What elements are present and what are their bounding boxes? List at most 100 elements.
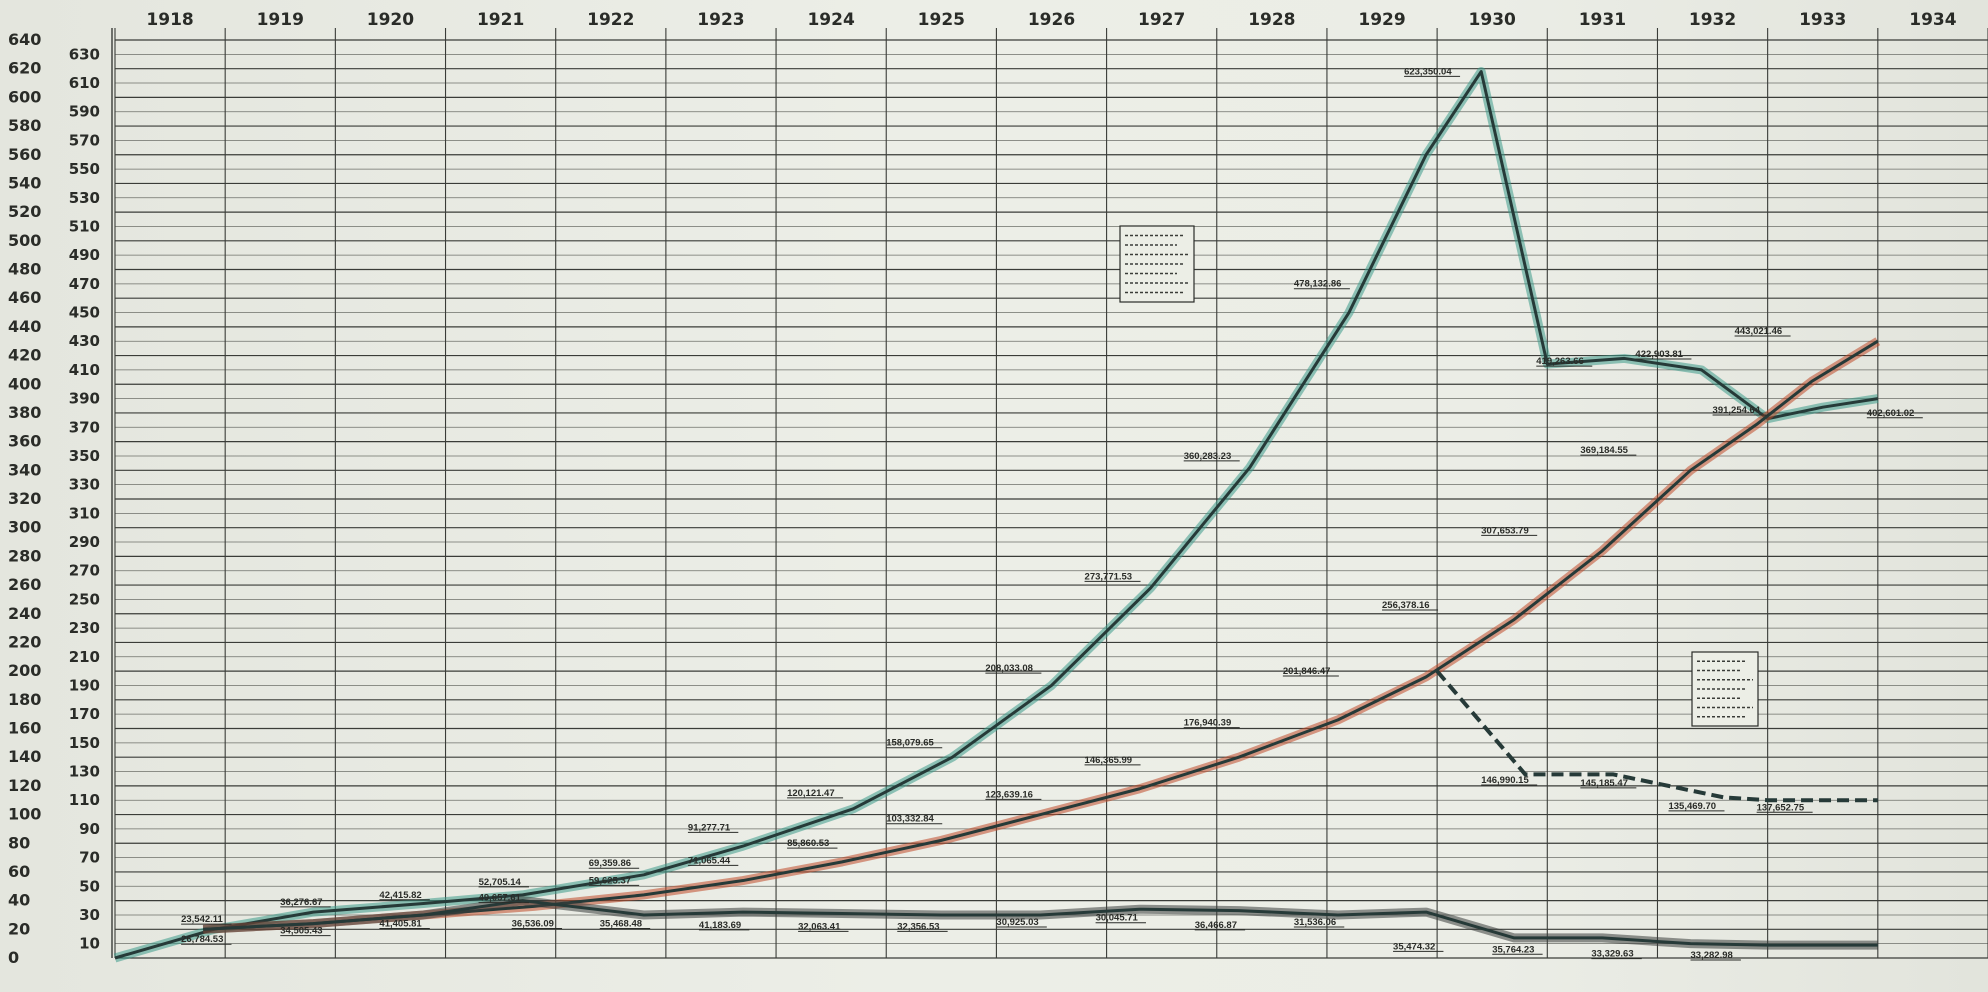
y-tick-label: 600	[8, 87, 41, 106]
y-tick-label: 130	[69, 763, 100, 781]
data-label: 91,277.71	[688, 822, 731, 833]
x-tick-label: 1928	[1248, 10, 1295, 30]
y-tick-label: 410	[69, 361, 100, 379]
data-label: 30,045.71	[1096, 913, 1139, 924]
y-tick-label: 200	[8, 661, 41, 680]
y-tick-label: 280	[8, 546, 41, 565]
y-tick-label: 310	[69, 504, 100, 522]
y-tick-label: 170	[69, 705, 100, 723]
series-line-glow	[202, 337, 1881, 934]
y-tick-label: 470	[69, 275, 100, 293]
data-label: 33,282.98	[1691, 950, 1733, 961]
y-tick-label: 400	[8, 374, 41, 393]
paper-stamps	[1119, 225, 1759, 727]
y-tick-label: 40	[8, 891, 30, 910]
x-tick-label: 1921	[477, 10, 524, 30]
y-tick-label: 510	[69, 217, 100, 235]
data-label: 71,065.44	[688, 855, 731, 866]
y-tick-label: 390	[69, 390, 100, 408]
y-axis-tick-labels: 0 20 40 60 80 100 120 140 160 180 200 220 240 260 280 3…	[8, 30, 100, 967]
x-tick-label: 1927	[1138, 10, 1185, 30]
data-label: 59,625.37	[589, 875, 631, 886]
x-tick-label: 1922	[587, 10, 634, 30]
y-tick-label: 220	[8, 632, 41, 651]
x-tick-label: 1924	[807, 10, 854, 30]
data-label: 391,254.64	[1713, 405, 1761, 416]
data-label: 41,405.81	[379, 918, 422, 929]
y-tick-label: 300	[8, 518, 41, 537]
data-label: 422,903.81	[1635, 349, 1683, 360]
y-tick-label: 570	[69, 131, 100, 149]
data-label: 273,771.53	[1085, 571, 1133, 582]
y-tick-label: 580	[8, 116, 41, 135]
data-label: 360,283.23	[1184, 451, 1232, 462]
data-label: 52,705.14	[479, 877, 522, 888]
data-label: 36,536.09	[512, 918, 554, 929]
data-label: 36,276.67	[280, 897, 322, 908]
y-tick-label: 560	[8, 145, 41, 164]
y-tick-label: 150	[69, 734, 100, 752]
y-tick-label: 260	[8, 575, 41, 594]
data-label: 307,653.79	[1481, 525, 1529, 536]
data-label: 35,474.32	[1393, 941, 1435, 952]
y-tick-label: 10	[79, 935, 100, 953]
data-label: 419,263.66	[1536, 356, 1584, 367]
x-tick-label: 1930	[1469, 10, 1516, 30]
x-tick-label: 1931	[1579, 10, 1626, 30]
stamp-image	[1691, 651, 1759, 727]
y-tick-label: 430	[69, 332, 100, 350]
y-tick-label: 550	[69, 160, 100, 178]
data-label: 42,415.82	[379, 890, 421, 901]
data-label: 623,350.04	[1404, 66, 1452, 77]
y-tick-label: 110	[69, 791, 100, 809]
data-label: 145,185.47	[1580, 778, 1628, 789]
y-tick-label: 630	[69, 45, 100, 63]
data-label: 23,542.11	[181, 914, 223, 925]
data-label: 158,079.65	[886, 738, 934, 749]
data-label: 146,365.99	[1085, 755, 1133, 766]
y-tick-label: 140	[8, 747, 41, 766]
y-tick-label: 270	[69, 562, 100, 580]
y-tick-label: 380	[8, 403, 41, 422]
y-tick-label: 90	[79, 820, 100, 838]
data-label: 369,184.55	[1580, 445, 1628, 456]
data-label: 32,356.53	[897, 921, 939, 932]
data-label: 208,033.08	[985, 663, 1033, 674]
data-label: 32,063.41	[798, 921, 841, 932]
y-tick-label: 590	[69, 103, 100, 121]
x-tick-label: 1923	[697, 10, 744, 30]
data-label: 146,990.15	[1481, 775, 1529, 786]
y-tick-label: 360	[8, 432, 41, 451]
series-line-1	[203, 339, 1879, 931]
x-tick-label: 1934	[1909, 10, 1956, 30]
data-label: 41,183.69	[699, 920, 741, 931]
data-labels: 23,542.11 36,276.67 42,415.82 52,705.14 69,3…	[181, 66, 1923, 961]
x-tick-label: 1929	[1358, 10, 1405, 30]
data-label: 176,940.39	[1184, 718, 1232, 729]
data-label: 35,468.48	[600, 918, 642, 929]
y-tick-label: 520	[8, 202, 41, 221]
y-tick-label: 50	[79, 877, 100, 895]
data-label: 402,601.02	[1867, 408, 1915, 419]
y-tick-label: 460	[8, 288, 41, 307]
data-label: 443,021.46	[1735, 326, 1783, 337]
y-tick-label: 30	[79, 906, 100, 924]
y-tick-label: 100	[8, 805, 41, 824]
data-label: 120,121.47	[787, 788, 835, 799]
series-line-2	[1435, 669, 1878, 803]
y-tick-label: 350	[69, 447, 100, 465]
y-tick-label: 190	[69, 676, 100, 694]
x-tick-label: 1925	[918, 10, 965, 30]
y-tick-label: 490	[69, 246, 100, 264]
data-label: 135,469.70	[1668, 801, 1716, 812]
data-label: 201,846.47	[1283, 666, 1331, 677]
data-label: 137,652.75	[1757, 802, 1805, 813]
data-label: 123,639.16	[985, 789, 1033, 800]
y-tick-label: 450	[69, 304, 100, 322]
y-tick-label: 160	[8, 719, 41, 738]
data-label: 33,329.63	[1591, 949, 1633, 960]
grid	[111, 28, 1988, 959]
y-tick-label: 240	[8, 604, 41, 623]
